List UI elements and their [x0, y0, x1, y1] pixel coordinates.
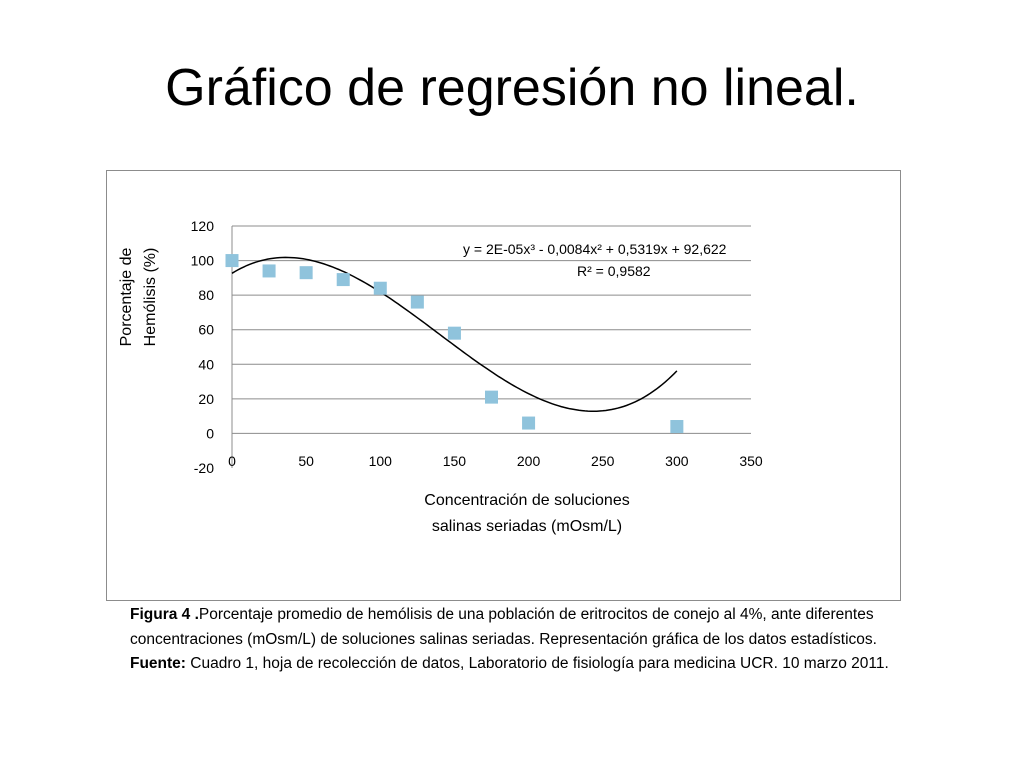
x-tick-label: 50 — [298, 453, 314, 469]
data-point — [410, 295, 424, 309]
y-tick-label: 80 — [198, 287, 214, 303]
y-tick-label: 60 — [198, 322, 214, 338]
x-tick-label: 100 — [369, 453, 393, 469]
figure-caption: Figura 4 .Porcentaje promedio de hemólis… — [130, 603, 910, 677]
x-axis-title: Concentración de soluciones — [424, 492, 629, 509]
caption-source-label: Fuente: — [130, 655, 186, 672]
data-point — [262, 264, 276, 278]
x-tick-label: 0 — [228, 453, 236, 469]
y-axis-title: Hemólisis (%) — [142, 248, 159, 347]
y-tick-label: 20 — [198, 391, 214, 407]
trendline — [231, 256, 678, 412]
data-point — [373, 281, 387, 295]
x-tick-label: 150 — [443, 453, 467, 469]
trendline-equation: y = 2E-05x³ - 0,0084x² + 0,5319x + 92,62… — [463, 241, 727, 257]
data-point — [670, 420, 684, 434]
y-tick-label: 120 — [191, 218, 215, 234]
data-point — [447, 326, 461, 340]
caption-source-text: Cuadro 1, hoja de recolección de datos, … — [185, 655, 889, 672]
data-point — [299, 266, 313, 280]
y-tick-label: 0 — [206, 425, 214, 441]
y-tick-label: 40 — [198, 356, 214, 372]
scatter-chart: -20 0 20 40 60 80 100 120 0 50 100 150 200 250 300 350 C… — [118, 218, 763, 535]
data-point — [522, 416, 536, 430]
r-squared-label: R² = 0,9582 — [577, 263, 651, 279]
x-axis-title: salinas seriadas (mOsm/L) — [432, 518, 622, 535]
x-tick-label: 350 — [739, 453, 763, 469]
x-tick-label: 300 — [665, 453, 689, 469]
data-point — [485, 390, 498, 404]
data-point — [225, 254, 239, 268]
caption-text: Porcentaje promedio de hemólisis de una … — [130, 606, 877, 648]
x-tick-label: 250 — [591, 453, 615, 469]
data-point — [336, 273, 350, 287]
y-tick-label: -20 — [194, 460, 214, 476]
x-tick-label: 200 — [517, 453, 541, 469]
caption-figure-label: Figura 4 . — [130, 606, 199, 623]
y-tick-label: 100 — [191, 253, 215, 269]
y-axis-title: Porcentaje de — [118, 248, 135, 347]
slide-title: Gráfico de regresión no lineal. — [165, 59, 859, 117]
chart-frame: -20 0 20 40 60 80 100 120 0 50 100 150 200 250 300 350 C… — [106, 170, 901, 601]
